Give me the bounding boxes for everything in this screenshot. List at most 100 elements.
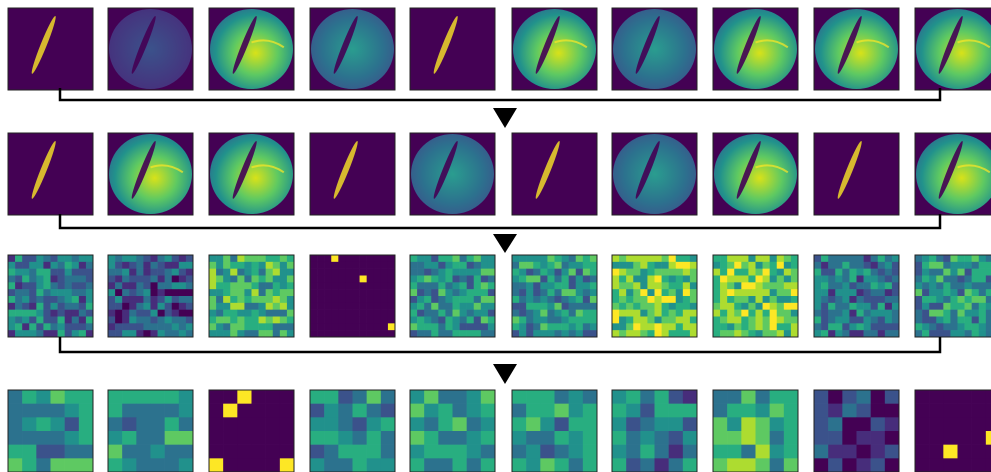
pixel [871, 390, 885, 404]
pixel [360, 296, 367, 303]
pixel [619, 317, 626, 324]
pixel [821, 269, 828, 276]
pixel [15, 303, 22, 310]
pixel [555, 289, 562, 296]
pixel [310, 289, 317, 296]
pixel [640, 445, 654, 459]
pixel [317, 317, 324, 324]
pixel [555, 296, 562, 303]
pixel [460, 262, 467, 269]
pixel [555, 262, 562, 269]
pixel [612, 269, 619, 276]
feature-map [8, 133, 93, 215]
pixel [324, 417, 338, 431]
pixel [86, 276, 93, 283]
pixel [526, 404, 540, 418]
pixel [777, 282, 784, 289]
pixel [791, 289, 798, 296]
pixel [223, 276, 230, 283]
pixel [424, 262, 431, 269]
pixel [179, 404, 193, 418]
pixel [690, 262, 697, 269]
pixel [533, 269, 540, 276]
pixel [626, 330, 633, 337]
pixel [727, 289, 734, 296]
pixel [467, 330, 474, 337]
pixel [259, 282, 266, 289]
pixel [209, 390, 223, 404]
pixel [849, 262, 856, 269]
pixel [828, 269, 835, 276]
pixel [15, 323, 22, 330]
pixel [108, 417, 122, 431]
pixel [633, 330, 640, 337]
tile-disc [815, 9, 898, 89]
pixel [223, 303, 230, 310]
pixel [79, 445, 93, 459]
pixel [230, 317, 237, 324]
pixel [619, 269, 626, 276]
pixel [353, 289, 360, 296]
pixel [871, 310, 878, 317]
pixel [885, 262, 892, 269]
pixel [259, 317, 266, 324]
pixel [65, 404, 79, 418]
pixel [353, 445, 367, 459]
pixel [734, 310, 741, 317]
pixel [172, 255, 179, 262]
pixel [770, 282, 777, 289]
pixel [151, 317, 158, 324]
pixel [488, 310, 495, 317]
pixel [474, 262, 481, 269]
pixel [821, 323, 828, 330]
pixel [885, 289, 892, 296]
pixel [287, 317, 294, 324]
pixel [929, 323, 936, 330]
pixel [353, 276, 360, 283]
pixel [345, 310, 352, 317]
pixel [165, 255, 172, 262]
pixel [540, 330, 547, 337]
pixel [734, 255, 741, 262]
pixel [842, 330, 849, 337]
pixel [287, 276, 294, 283]
pixel [727, 262, 734, 269]
pixel [216, 296, 223, 303]
pixel [65, 276, 72, 283]
pixel [885, 390, 899, 404]
pixel [713, 323, 720, 330]
pixel [533, 317, 540, 324]
pixel [828, 303, 835, 310]
pixel [849, 310, 856, 317]
pixel [324, 317, 331, 324]
pixel [151, 269, 158, 276]
pixel [143, 255, 150, 262]
pixel [512, 323, 519, 330]
pixel [683, 417, 697, 431]
pixel [958, 289, 965, 296]
pixel [151, 404, 165, 418]
pixel [481, 262, 488, 269]
pixel [467, 296, 474, 303]
pixel [136, 417, 150, 431]
pixel [972, 323, 979, 330]
pixel [237, 276, 244, 283]
pixel [65, 431, 79, 445]
pixel [209, 276, 216, 283]
pixel [381, 296, 388, 303]
pixel [512, 262, 519, 269]
pixel [784, 390, 798, 404]
pixel [8, 296, 15, 303]
pixel [252, 431, 266, 445]
pixel [922, 276, 929, 283]
pixel [849, 289, 856, 296]
arrow [493, 234, 517, 253]
pixel [540, 458, 554, 472]
pixel [519, 255, 526, 262]
pixel [965, 276, 972, 283]
pixel [424, 289, 431, 296]
pixel [669, 404, 683, 418]
pixel [237, 282, 244, 289]
pixel [864, 255, 871, 262]
pixel [748, 317, 755, 324]
